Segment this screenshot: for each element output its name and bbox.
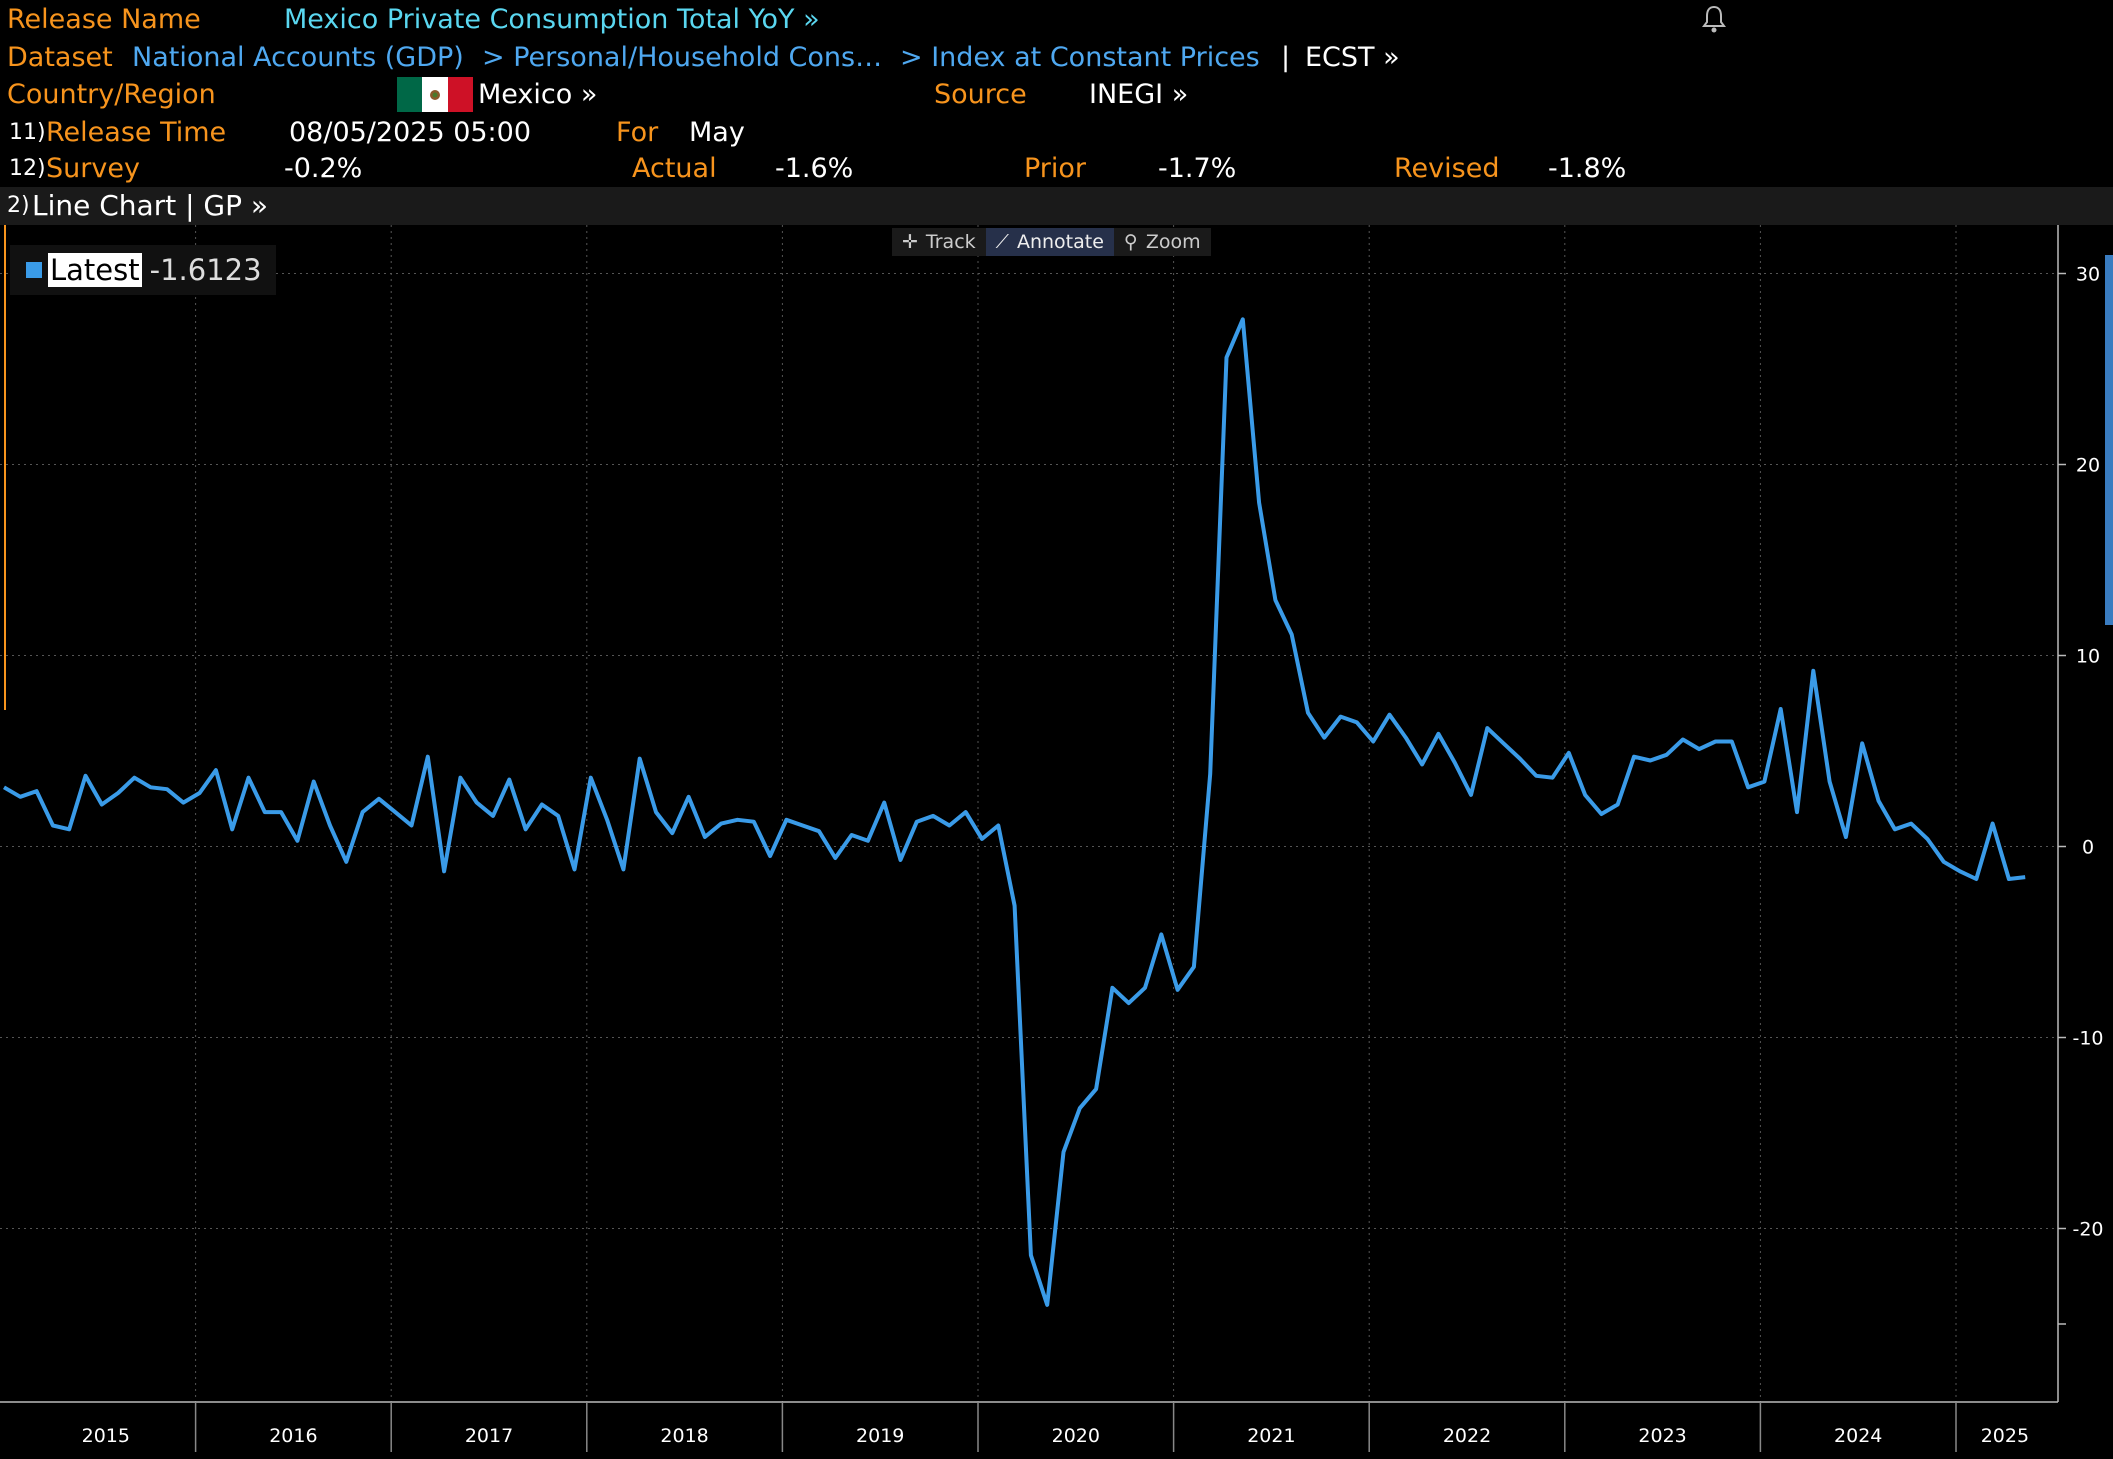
source-link[interactable]: INEGI »: [1089, 79, 1189, 110]
x-tick-label: 2019: [856, 1425, 904, 1447]
revised-label: Revised: [1394, 153, 1500, 184]
dataset-code-link[interactable]: ECST »: [1305, 42, 1400, 73]
dataset-label: Dataset: [7, 42, 113, 73]
zoom-label: Zoom: [1145, 231, 1201, 253]
legend-swatch: [26, 262, 42, 278]
x-tick-label: 2024: [1834, 1425, 1882, 1447]
dataset-path-household[interactable]: > Personal/Household Cons…: [482, 42, 883, 73]
x-tick-label: 2021: [1247, 1425, 1295, 1447]
chart-title-bar: 2) Line Chart | GP »: [0, 187, 2113, 225]
horizontal-gridlines: [0, 273, 2058, 1229]
x-tick-label: 2018: [660, 1425, 708, 1447]
chart-title-link[interactable]: Line Chart | GP »: [32, 189, 269, 222]
x-tick-label: 2025: [1981, 1425, 2029, 1447]
x-tick-label: 2015: [82, 1425, 130, 1447]
dataset-path-gdp[interactable]: National Accounts (GDP): [132, 42, 464, 73]
chart-menu-number[interactable]: 2): [7, 193, 30, 218]
x-tick-label: 2023: [1638, 1425, 1686, 1447]
mexico-flag-icon: [397, 77, 473, 112]
for-value: May: [689, 117, 745, 148]
right-scroll-indicator: [2105, 255, 2113, 625]
release-time-number[interactable]: 11): [9, 120, 46, 145]
x-axis-ticks: 2015 2016 2017 2018 2019 2020 2021 2022 2023 2024…: [82, 1402, 2029, 1452]
prior-value: -1.7%: [1158, 153, 1237, 184]
chart-legend[interactable]: Latest -1.6123: [10, 245, 276, 295]
dataset-path-index[interactable]: > Index at Constant Prices: [900, 42, 1260, 73]
x-tick-label: 2016: [269, 1425, 317, 1447]
legend-value: -1.6123: [149, 253, 262, 287]
y-tick-label: 0: [2082, 837, 2094, 859]
zoom-button[interactable]: ⚲ Zoom: [1114, 228, 1211, 256]
release-name-link[interactable]: Mexico Private Consumption Total YoY »: [284, 4, 820, 35]
track-label: Track: [925, 231, 976, 253]
release-time-label[interactable]: Release Time: [46, 117, 227, 148]
y-tick-label: 20: [2076, 455, 2100, 477]
x-tick-label: 2022: [1443, 1425, 1491, 1447]
annotate-button[interactable]: ⟋ Annotate: [985, 228, 1114, 256]
actual-label: Actual: [632, 153, 717, 184]
release-name-label: Release Name: [7, 4, 201, 35]
series-line-latest: [2, 317, 2026, 1307]
y-tick-label: 30: [2076, 264, 2100, 286]
annotate-label: Annotate: [1016, 231, 1104, 253]
crosshair-icon: ✛: [902, 231, 918, 253]
x-tick-label: 2017: [465, 1425, 513, 1447]
country-link[interactable]: Mexico »: [478, 79, 598, 110]
chart-toolbar: ✛ Track ⟋ Annotate ⚲ Zoom: [892, 228, 1211, 256]
survey-number[interactable]: 12): [9, 156, 46, 181]
revised-value: -1.8%: [1548, 153, 1627, 184]
magnifier-icon: ⚲: [1123, 231, 1138, 253]
track-button[interactable]: ✛ Track: [892, 228, 986, 256]
source-label: Source: [934, 79, 1027, 110]
survey-value: -0.2%: [284, 153, 363, 184]
y-tick-label: 10: [2076, 646, 2100, 668]
vertical-gridlines: [195, 225, 1957, 1402]
survey-label[interactable]: Survey: [46, 153, 140, 184]
dataset-separator: |: [1281, 42, 1291, 73]
country-label: Country/Region: [7, 79, 216, 110]
for-label: For: [616, 117, 659, 148]
x-tick-label: 2020: [1052, 1425, 1100, 1447]
y-axis-ticks: 30 20 10 0 -10 -20: [2058, 264, 2104, 1325]
actual-value: -1.6%: [775, 153, 854, 184]
legend-label: Latest: [48, 253, 142, 287]
bell-icon[interactable]: [1700, 4, 1728, 34]
y-tick-label: -20: [2072, 1219, 2103, 1241]
pencil-icon: ⟋: [995, 231, 1009, 253]
release-time-value: 08/05/2025 05:00: [289, 117, 532, 148]
prior-label: Prior: [1024, 153, 1087, 184]
y-tick-label: -10: [2072, 1028, 2103, 1050]
